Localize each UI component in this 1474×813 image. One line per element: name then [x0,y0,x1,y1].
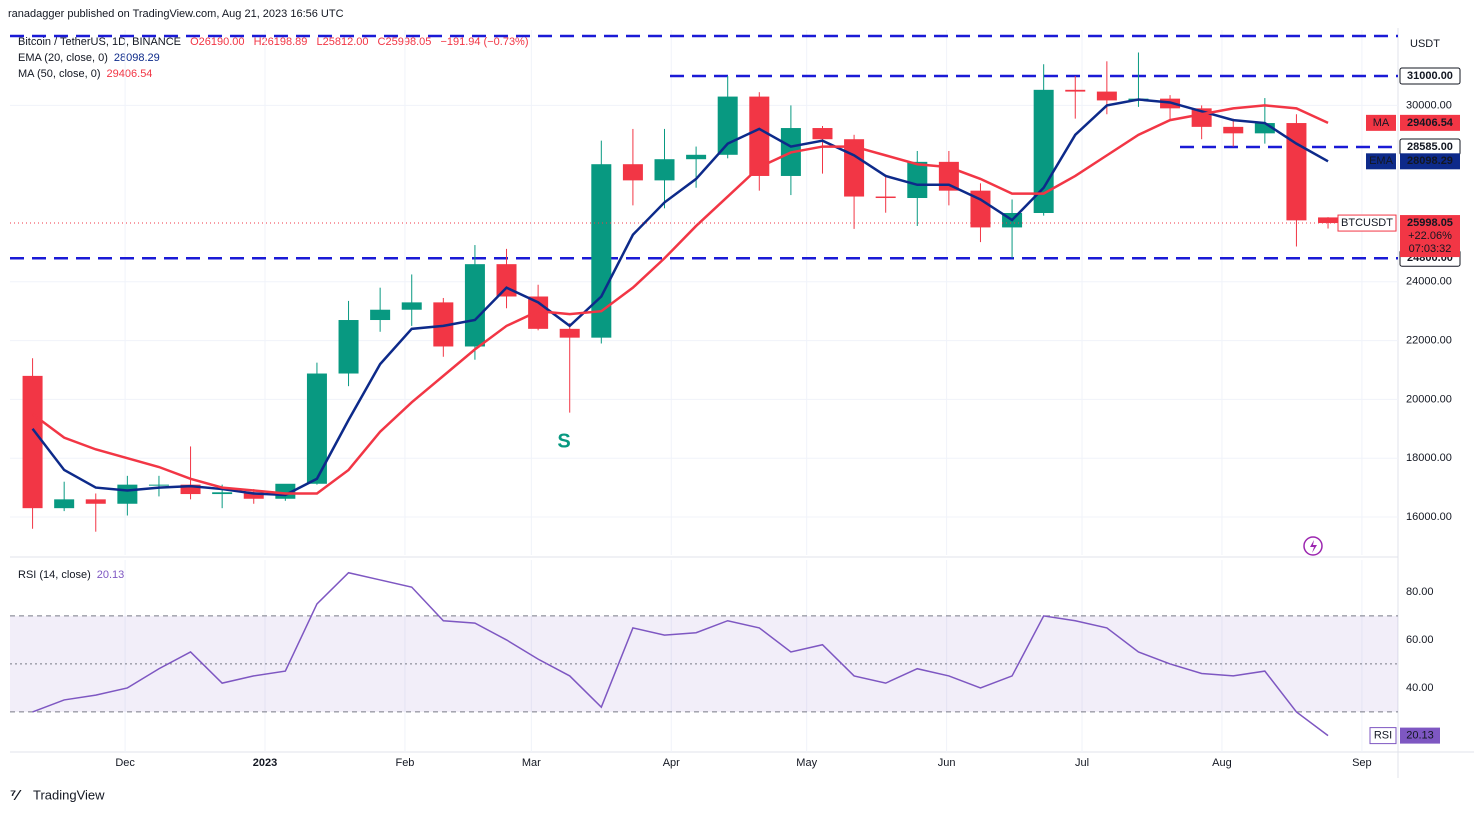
y-tick-label: 20000.00 [1406,393,1452,405]
candle-body [22,375,43,509]
candle-body [496,264,517,297]
ohlc: H26198.89 [254,36,308,48]
x-tick-label: Aug [1212,757,1232,769]
y-tick-label: 16000.00 [1406,511,1452,523]
candle-body [54,499,75,509]
level-label: 31000.00 [1407,70,1453,82]
candle-body [812,128,833,140]
price-badge-price: 25998.05 [1407,217,1453,229]
legend-rsi: RSI (14, close) 20.13 [18,569,124,581]
level-badge [1399,67,1461,85]
price-badge [1400,215,1460,258]
level-label: 28585.00 [1407,141,1453,153]
candle-body [338,320,359,374]
chart-title: Bitcoin / TetherUS, 1D, BINANCE O26190.0… [18,36,529,48]
y-tick-label: 22000.00 [1406,335,1452,347]
rsi-pane [10,560,1398,752]
candle-body [654,159,675,181]
title: Bitcoin / TetherUS, 1D, BINANCE [18,36,181,48]
rsi-tick-label: 40.00 [1406,682,1434,694]
x-tick-label: Sep [1352,757,1372,769]
y-tick-label: 18000.00 [1406,452,1452,464]
candle-body [686,154,707,160]
x-tick-label: Apr [663,757,680,769]
rsi-badge [1400,727,1440,744]
rsi-line [32,571,1329,737]
candle-body [1096,91,1117,101]
series-badge-label: MA [1373,117,1390,129]
rsi-tick-label: 60.00 [1406,634,1434,646]
candle-body [85,499,106,504]
series-badge [1400,153,1460,170]
candle-body [180,484,201,495]
candle-body [970,190,991,228]
x-tick-label: Feb [395,757,414,769]
ohlc: L25812.00 [316,36,368,48]
x-tick-label: Mar [522,757,541,769]
candle-body [212,492,233,495]
event-bolt [1310,540,1317,553]
legend-value: 20.13 [97,569,125,581]
legend-ema: EMA (20, close, 0) 28098.29 [18,52,160,64]
series-badge-label: EMA [1369,155,1394,167]
y-tick-label: 24000.00 [1406,276,1452,288]
candle-body [433,302,454,347]
y-tick-label: 30000.00 [1406,99,1452,111]
candle-body [1223,126,1244,134]
symbol-label: BTCUSDT [1341,217,1393,229]
series-badge [1400,114,1460,131]
legend-ma: MA (50, close, 0) 29406.54 [18,68,152,80]
rsi-badge-value: 20.13 [1406,730,1434,742]
candle-body [243,492,264,499]
candle-body [464,264,485,347]
x-tick-label: 2023 [253,757,277,769]
candle-body [559,328,580,338]
candle-body [1065,89,1086,92]
ma-line [31,98,1329,497]
candle-body [717,96,738,155]
candle-body [875,196,896,199]
annotation: S [557,430,570,452]
change: −191.94 (−0.73%) [440,36,528,48]
rsi-badge-name [1369,727,1397,745]
price-badge-countdown: 07:03:32 [1409,243,1452,255]
ma-line [31,104,1329,495]
candle-body [117,484,138,504]
legend-value: 28098.29 [114,52,160,64]
legend-name: EMA (20, close, 0) [18,52,108,64]
candle-body [591,164,612,338]
symbol-badge [1337,214,1397,232]
candle-body [1254,123,1275,134]
candle-body [306,373,327,484]
ohlc: O26190.00 [190,36,244,48]
price-badge-change: +22.06% [1408,230,1452,242]
candle-body [749,96,770,176]
x-tick-label: May [796,757,817,769]
candle-body [1033,89,1054,214]
x-tick-label: Jul [1075,757,1089,769]
series-badge-value: 28098.29 [1407,155,1453,167]
x-tick-label: Jun [938,757,956,769]
brand: TradingView [33,787,105,802]
legend-value: 29406.54 [107,68,153,80]
candle-body [401,302,422,310]
legend-name: MA (50, close, 0) [18,68,101,80]
event-icon[interactable] [1303,536,1323,556]
legend-name: RSI (14, close) [18,569,91,581]
candle-body [622,164,643,181]
candle-body [1318,217,1339,224]
x-tick-label: Dec [115,757,135,769]
candle-body [148,484,169,486]
candle-body [907,161,928,199]
rsi-badge-label: RSI [1374,730,1392,742]
rsi-tick-label: 80.00 [1406,586,1434,598]
series-badge-name [1366,114,1396,131]
series-badge-name [1366,153,1396,170]
candle-body [370,309,391,321]
publisher: ranadagger published on TradingView.com,… [8,8,344,20]
currency: USDT [1410,38,1440,50]
series-badge-value: 29406.54 [1407,117,1454,129]
